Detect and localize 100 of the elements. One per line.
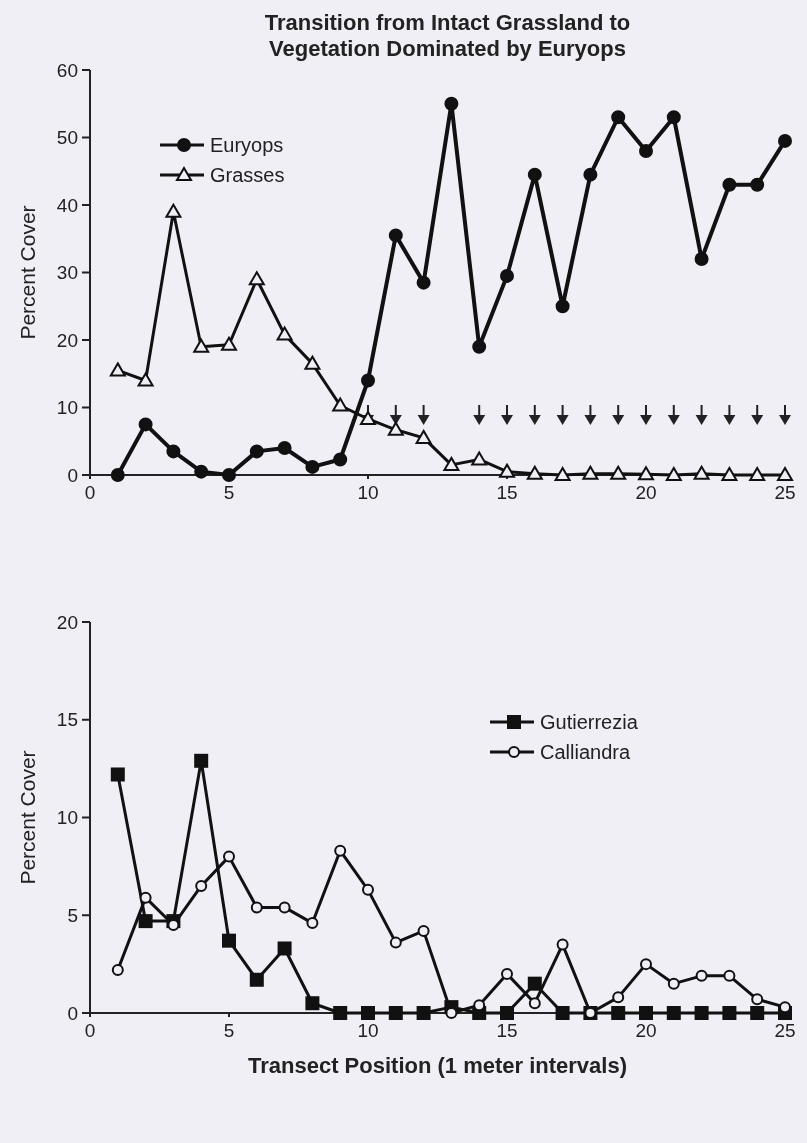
y-tick-label: 60 xyxy=(56,59,78,81)
point xyxy=(555,1006,570,1020)
x-tick-label: 0 xyxy=(84,482,96,503)
point xyxy=(723,969,736,982)
point xyxy=(278,901,291,914)
point xyxy=(639,1006,653,1020)
x-tick-label: 20 xyxy=(635,1020,657,1041)
point xyxy=(499,463,515,478)
point xyxy=(443,456,460,471)
point xyxy=(360,410,376,425)
legend-label: Euryops xyxy=(210,134,284,156)
point xyxy=(193,338,210,353)
point xyxy=(304,355,321,370)
point xyxy=(137,372,154,387)
x-tick-label: 5 xyxy=(223,1020,235,1041)
point xyxy=(195,879,208,892)
point xyxy=(527,167,542,182)
x-tick-label: 25 xyxy=(774,1020,796,1041)
point xyxy=(250,901,263,914)
x-tick-label: 25 xyxy=(774,482,796,503)
x-tick-label: 15 xyxy=(496,482,518,503)
point xyxy=(751,993,764,1006)
x-axis-title: Transect Position (1 meter intervals) xyxy=(247,1053,628,1078)
point xyxy=(222,933,236,948)
y-tick-label: 20 xyxy=(56,611,78,633)
x-tick-label: 15 xyxy=(496,1020,518,1041)
point xyxy=(333,452,348,467)
y-tick-label: 10 xyxy=(56,807,78,829)
point xyxy=(387,421,404,436)
point xyxy=(389,936,402,949)
point xyxy=(110,767,125,782)
y-tick-label: 5 xyxy=(67,904,78,926)
point xyxy=(638,466,654,481)
point xyxy=(277,441,292,455)
point xyxy=(249,972,264,987)
point xyxy=(306,917,319,930)
point xyxy=(722,177,737,192)
point xyxy=(277,941,292,956)
point xyxy=(276,326,293,341)
point xyxy=(749,467,766,481)
y-tick-label: 40 xyxy=(56,194,78,216)
point xyxy=(721,467,738,481)
point xyxy=(444,96,459,111)
point xyxy=(305,459,320,474)
point xyxy=(109,362,126,377)
point xyxy=(361,1006,375,1020)
y-tick-label: 20 xyxy=(56,329,78,351)
point xyxy=(138,417,153,432)
point xyxy=(111,963,124,976)
point xyxy=(556,938,569,951)
x-tick-label: 5 xyxy=(223,482,235,503)
point xyxy=(138,914,153,929)
y-tick-label: 15 xyxy=(56,709,78,731)
point xyxy=(693,465,710,480)
point xyxy=(527,976,542,991)
x-tick-label: 10 xyxy=(357,1020,379,1041)
point xyxy=(222,468,236,482)
point xyxy=(334,844,347,857)
point xyxy=(388,228,403,243)
point xyxy=(694,1006,709,1020)
point xyxy=(305,996,320,1011)
y-tick-label: 10 xyxy=(56,397,78,419)
point xyxy=(166,444,181,459)
point xyxy=(526,465,543,480)
point xyxy=(472,339,487,354)
y-axis-title: Percent Cover xyxy=(16,750,39,885)
y-tick-label: 30 xyxy=(56,262,78,284)
point xyxy=(501,967,513,980)
point xyxy=(417,924,430,937)
y-tick-label: 50 xyxy=(56,127,78,149)
point xyxy=(750,1006,765,1020)
legend-label: Grasses xyxy=(210,164,285,186)
point xyxy=(722,1006,737,1020)
point xyxy=(248,271,265,286)
point xyxy=(582,465,599,480)
point xyxy=(361,373,375,388)
point xyxy=(416,1006,431,1020)
point xyxy=(388,1006,403,1020)
point xyxy=(362,883,374,896)
point xyxy=(249,444,264,459)
point xyxy=(583,167,598,182)
legend-label: Gutierrezia xyxy=(540,711,639,733)
x-tick-label: 0 xyxy=(84,1020,96,1041)
point xyxy=(694,252,709,266)
point xyxy=(554,467,571,481)
point xyxy=(221,336,237,351)
legend-label: Calliandra xyxy=(540,741,631,763)
point xyxy=(750,177,765,192)
point xyxy=(139,891,152,904)
point xyxy=(666,110,681,125)
point xyxy=(500,1006,514,1020)
point xyxy=(667,977,680,990)
point xyxy=(611,110,626,125)
point xyxy=(223,850,235,863)
point xyxy=(640,958,652,971)
point xyxy=(416,275,431,290)
point xyxy=(471,451,488,466)
y-tick-label: 0 xyxy=(67,1002,78,1024)
point xyxy=(695,969,708,982)
point xyxy=(611,1006,626,1020)
